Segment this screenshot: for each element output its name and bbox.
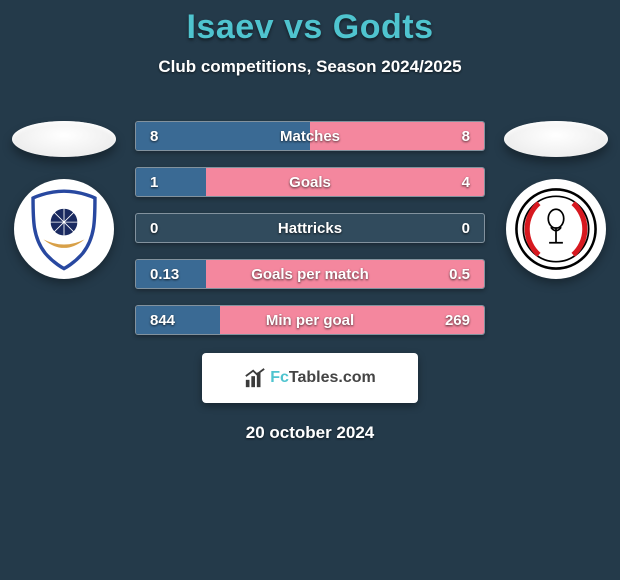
ajax-crest-icon	[513, 186, 599, 272]
qarabag-crest-icon	[21, 186, 107, 272]
stat-label: Matches	[136, 122, 484, 150]
stat-row: 88Matches	[135, 121, 485, 151]
stat-label: Goals	[136, 168, 484, 196]
right-player-column	[501, 121, 611, 335]
brand-suffix: Tables.com	[289, 369, 376, 386]
bars-chart-icon	[244, 367, 266, 389]
stat-row: 0.130.5Goals per match	[135, 259, 485, 289]
stat-row: 14Goals	[135, 167, 485, 197]
right-player-face-placeholder	[504, 121, 608, 157]
stat-row: 00Hattricks	[135, 213, 485, 243]
left-team-badge	[14, 179, 114, 279]
stat-row: 844269Min per goal	[135, 305, 485, 335]
stat-label: Min per goal	[136, 306, 484, 334]
stat-label: Goals per match	[136, 260, 484, 288]
subtitle: Club competitions, Season 2024/2025	[158, 57, 461, 77]
stat-bars: 88Matches 14Goals 00Hattricks 0.130.5Goals …	[135, 121, 485, 335]
page-title: Isaev vs Godts	[186, 8, 433, 47]
left-player-column	[9, 121, 119, 335]
right-team-badge	[506, 179, 606, 279]
stat-label: Hattricks	[136, 214, 484, 242]
left-player-face-placeholder	[12, 121, 116, 157]
brand-footer: FcTables.com	[202, 353, 418, 403]
comparison-area: 88Matches 14Goals 00Hattricks 0.130.5Goals …	[0, 121, 620, 335]
brand-text: FcTables.com	[270, 369, 376, 387]
brand-prefix: Fc	[270, 369, 289, 386]
date-label: 20 october 2024	[246, 423, 375, 443]
